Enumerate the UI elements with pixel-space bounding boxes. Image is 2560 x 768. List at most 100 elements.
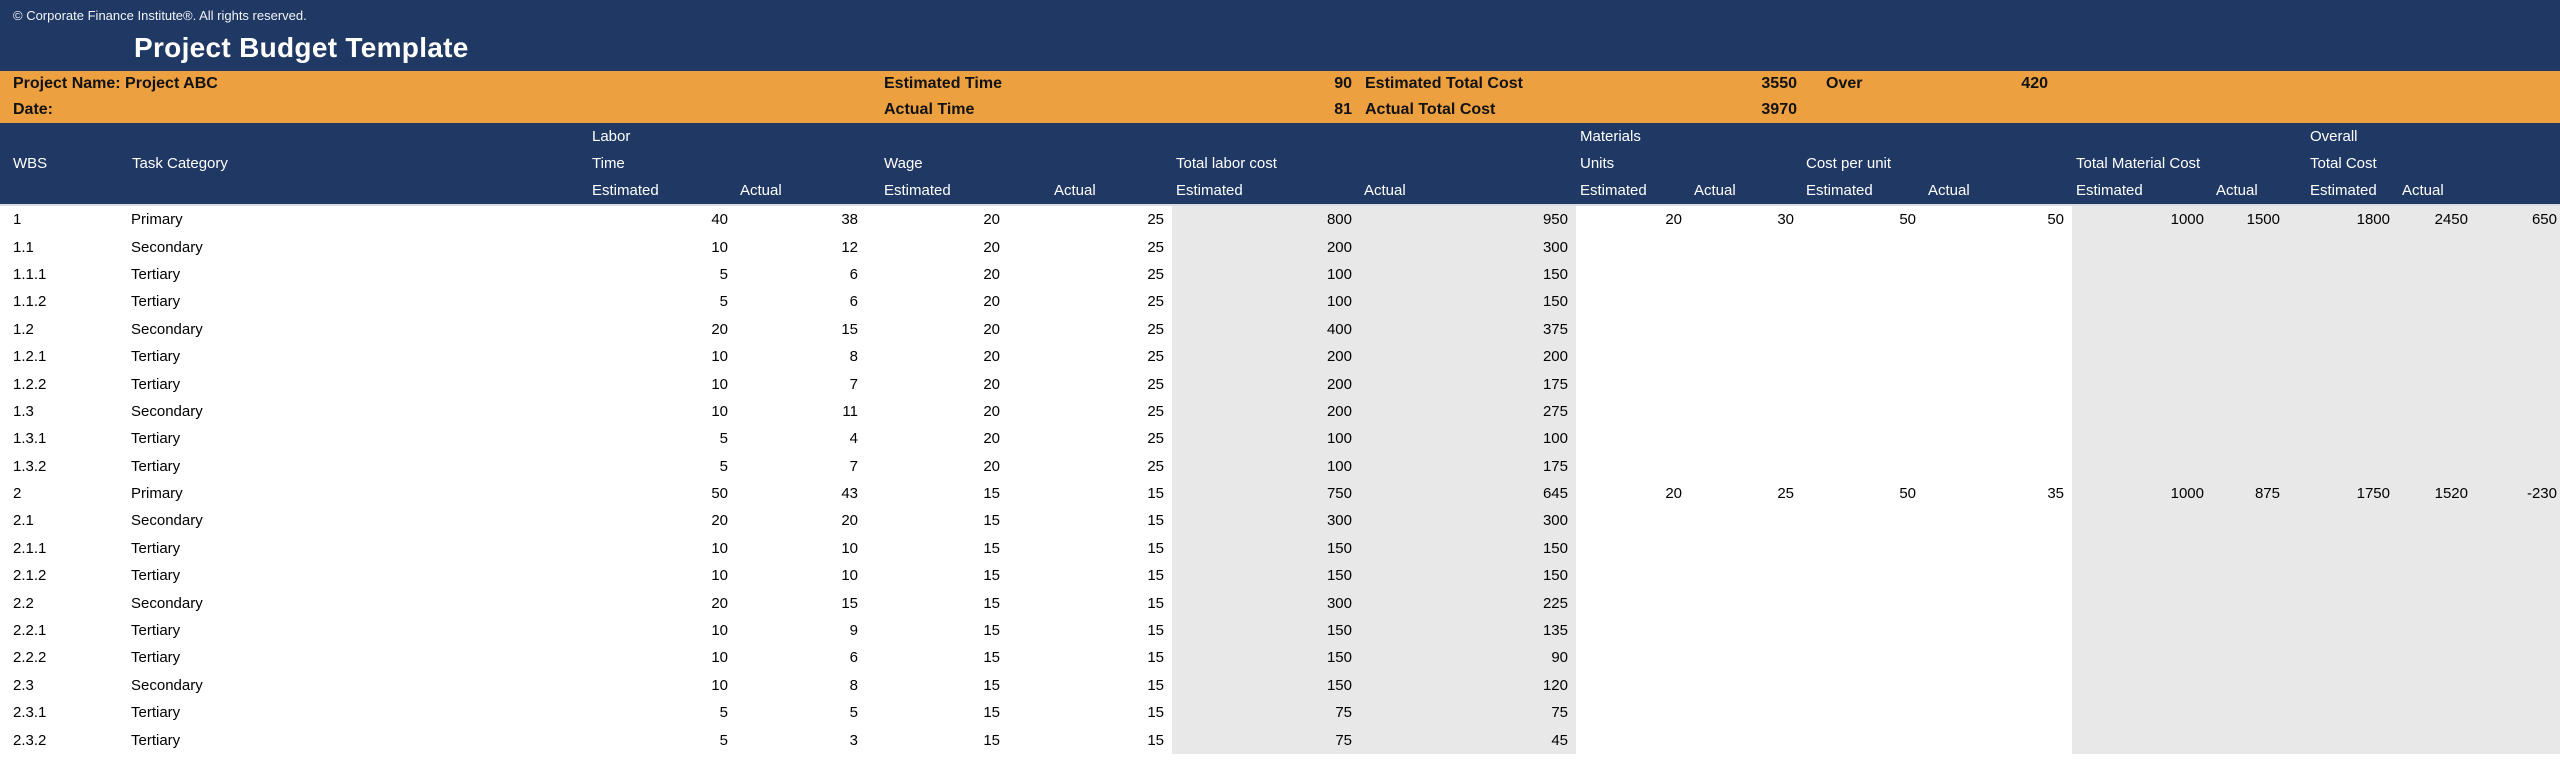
cell-wage-estimated[interactable]: 15 <box>983 539 1000 557</box>
cell-task-category[interactable]: Secondary <box>131 238 203 256</box>
cell-total-material-cost-estimated[interactable] <box>2072 452 2212 480</box>
cell-materials-units-estimated[interactable] <box>1576 398 1690 425</box>
cell-total-labor-cost-actual[interactable]: 100 <box>1360 425 1576 453</box>
cell-total-labor-cost-actual[interactable]: 150 <box>1360 534 1576 563</box>
cell-labor-time-actual[interactable]: 15 <box>841 320 858 338</box>
cell-total-labor-cost-estimated[interactable]: 300 <box>1172 507 1360 535</box>
cell-total-labor-cost-actual[interactable]: 950 <box>1360 206 1576 234</box>
cell-total-labor-cost-actual[interactable]: 645 <box>1360 479 1576 508</box>
cell-labor-time-estimated[interactable]: 5 <box>719 704 728 722</box>
cell-total-material-cost-actual[interactable] <box>2212 370 2288 398</box>
cell-total-material-cost-estimated[interactable]: 1000 <box>2072 206 2212 234</box>
cell-total-labor-cost-actual[interactable]: 75 <box>1360 699 1576 727</box>
cell-total-labor-cost-estimated[interactable]: 150 <box>1172 534 1360 563</box>
cell-total-labor-cost-actual[interactable]: 120 <box>1360 671 1576 700</box>
cell-overall-over-under[interactable] <box>2476 562 2560 590</box>
cell-overall-total-cost-estimated[interactable]: 1800 <box>2288 206 2398 234</box>
cell-overall-total-cost-estimated[interactable]: 1750 <box>2288 479 2398 508</box>
cell-cost-per-unit-actual[interactable] <box>1924 316 2072 343</box>
cell-total-labor-cost-estimated[interactable]: 150 <box>1172 671 1360 700</box>
cell-materials-units-estimated[interactable] <box>1576 672 1690 699</box>
cell-wage-estimated[interactable]: 20 <box>983 457 1000 475</box>
cell-wage-estimated[interactable]: 20 <box>983 402 1000 420</box>
cell-total-material-cost-estimated[interactable] <box>2072 507 2212 535</box>
cell-cost-per-unit-actual[interactable]: 35 <box>2047 485 2064 503</box>
cell-overall-total-cost-actual[interactable] <box>2398 699 2476 727</box>
cell-materials-units-actual[interactable] <box>1690 425 1802 452</box>
cell-overall-over-under[interactable] <box>2476 699 2560 727</box>
cell-materials-units-estimated[interactable] <box>1576 562 1690 589</box>
cell-wage-actual[interactable]: 25 <box>1147 265 1164 283</box>
cell-wage-actual[interactable]: 15 <box>1147 704 1164 722</box>
cell-wbs[interactable]: 2.3.2 <box>13 731 47 749</box>
cell-cost-per-unit-actual[interactable] <box>1924 343 2072 370</box>
cell-total-material-cost-estimated[interactable] <box>2072 288 2212 316</box>
cell-total-labor-cost-actual[interactable]: 135 <box>1360 616 1576 645</box>
cell-total-labor-cost-actual[interactable]: 375 <box>1360 315 1576 343</box>
date-cell[interactable]: Date: <box>13 101 54 118</box>
cell-total-material-cost-actual[interactable] <box>2212 644 2288 672</box>
cell-total-labor-cost-estimated[interactable]: 200 <box>1172 233 1360 261</box>
cell-cost-per-unit-actual[interactable] <box>1924 589 2072 616</box>
cell-wage-actual[interactable]: 15 <box>1147 622 1164 640</box>
cell-wage-estimated[interactable]: 15 <box>983 567 1000 585</box>
cell-overall-over-under[interactable] <box>2476 260 2560 289</box>
cell-total-labor-cost-actual[interactable]: 150 <box>1360 260 1576 289</box>
actual-total-cost-label[interactable]: Actual Total Cost <box>1365 101 1496 118</box>
cell-total-material-cost-estimated[interactable]: 1000 <box>2072 479 2212 508</box>
cell-labor-time-estimated[interactable]: 40 <box>711 211 728 229</box>
cell-task-category[interactable]: Tertiary <box>131 622 181 640</box>
cell-labor-time-actual[interactable]: 6 <box>849 649 858 667</box>
cell-cost-per-unit-estimated[interactable] <box>1802 644 1924 671</box>
cell-wage-actual[interactable]: 15 <box>1147 676 1164 694</box>
cell-overall-total-cost-estimated[interactable] <box>2288 507 2398 535</box>
cell-wage-actual[interactable]: 15 <box>1147 512 1164 530</box>
cell-materials-units-estimated[interactable] <box>1576 316 1690 343</box>
cell-overall-over-under[interactable] <box>2476 452 2560 480</box>
cell-labor-time-actual[interactable]: 8 <box>849 676 858 694</box>
cell-overall-total-cost-estimated[interactable] <box>2288 260 2398 289</box>
cell-wbs[interactable]: 2.2.1 <box>13 622 47 640</box>
cell-overall-over-under[interactable] <box>2476 288 2560 316</box>
cell-materials-units-actual[interactable] <box>1690 288 1802 315</box>
cell-materials-units-actual[interactable] <box>1690 316 1802 343</box>
cell-materials-units-estimated[interactable] <box>1576 589 1690 616</box>
cell-cost-per-unit-actual[interactable] <box>1924 370 2072 397</box>
cell-labor-time-estimated[interactable]: 10 <box>711 539 728 557</box>
cell-total-material-cost-actual[interactable] <box>2212 288 2288 316</box>
cell-wage-actual[interactable]: 25 <box>1147 375 1164 393</box>
cell-total-material-cost-actual[interactable] <box>2212 397 2288 426</box>
cell-cost-per-unit-actual[interactable] <box>1924 398 2072 425</box>
cell-wbs[interactable]: 1.1.2 <box>13 293 47 311</box>
cell-materials-units-actual[interactable] <box>1690 370 1802 397</box>
cell-cost-per-unit-estimated[interactable] <box>1802 726 1924 753</box>
cell-cost-per-unit-actual[interactable] <box>1924 507 2072 534</box>
cell-cost-per-unit-actual[interactable]: 50 <box>2047 211 2064 229</box>
cell-wbs[interactable]: 2.2 <box>13 594 34 612</box>
cell-materials-units-actual[interactable] <box>1690 507 1802 534</box>
cell-overall-over-under[interactable] <box>2476 616 2560 645</box>
cell-cost-per-unit-actual[interactable] <box>1924 535 2072 562</box>
cell-wage-estimated[interactable]: 20 <box>983 238 1000 256</box>
cell-cost-per-unit-actual[interactable] <box>1924 261 2072 288</box>
cell-wage-actual[interactable]: 25 <box>1147 430 1164 448</box>
cell-labor-time-actual[interactable]: 10 <box>841 539 858 557</box>
cell-total-material-cost-estimated[interactable] <box>2072 534 2212 563</box>
cell-cost-per-unit-estimated[interactable] <box>1802 562 1924 589</box>
cell-task-category[interactable]: Tertiary <box>131 731 181 749</box>
cell-total-material-cost-actual[interactable] <box>2212 315 2288 343</box>
cell-task-category[interactable]: Secondary <box>131 512 203 530</box>
cell-total-material-cost-estimated[interactable] <box>2072 342 2212 371</box>
cell-overall-total-cost-estimated[interactable] <box>2288 699 2398 727</box>
cell-wbs[interactable]: 1.3.2 <box>13 457 47 475</box>
cell-cost-per-unit-actual[interactable] <box>1924 453 2072 480</box>
cell-total-material-cost-estimated[interactable] <box>2072 233 2212 261</box>
cell-overall-total-cost-estimated[interactable] <box>2288 616 2398 645</box>
cell-total-labor-cost-actual[interactable]: 150 <box>1360 288 1576 316</box>
cell-total-labor-cost-actual[interactable]: 175 <box>1360 370 1576 398</box>
cell-total-material-cost-estimated[interactable] <box>2072 644 2212 672</box>
cell-overall-total-cost-actual[interactable] <box>2398 233 2476 261</box>
cell-task-category[interactable]: Tertiary <box>131 375 181 393</box>
cell-wage-actual[interactable]: 25 <box>1147 238 1164 256</box>
cell-materials-units-actual[interactable] <box>1690 726 1802 753</box>
